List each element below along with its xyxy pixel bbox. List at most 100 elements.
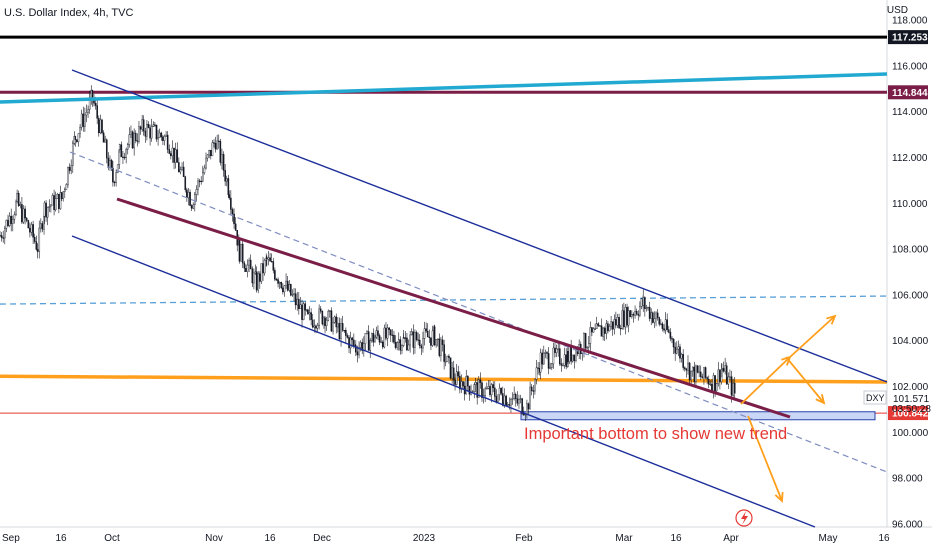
candle-body xyxy=(168,149,171,154)
candle-body xyxy=(249,259,252,270)
candle-body xyxy=(255,271,258,291)
candle xyxy=(380,336,382,344)
candle xyxy=(147,121,150,129)
candle-body xyxy=(128,134,131,145)
candle-body xyxy=(2,237,4,239)
candle xyxy=(448,354,450,364)
candle-body xyxy=(446,355,449,362)
candle-body xyxy=(80,113,83,128)
candle-body xyxy=(77,133,80,142)
price-tick-label: 108.000 xyxy=(892,245,929,256)
candle-body xyxy=(560,363,563,366)
candle xyxy=(30,221,33,236)
candle-body xyxy=(381,341,384,348)
candle-body xyxy=(313,325,316,328)
candle xyxy=(624,304,627,335)
candle xyxy=(358,341,360,359)
candle-body xyxy=(51,195,54,206)
candle-body xyxy=(346,335,349,338)
candle-body xyxy=(67,167,69,185)
candle xyxy=(302,301,305,321)
candle-body xyxy=(147,123,150,128)
candle xyxy=(701,373,704,379)
candle-body xyxy=(192,204,195,209)
candle-body xyxy=(202,172,204,182)
candle-body xyxy=(541,352,543,365)
price-badge-bg xyxy=(888,30,928,45)
candle-body xyxy=(725,365,728,385)
price-badges: 117.253 114.844 100.842 xyxy=(888,30,929,421)
candle xyxy=(677,340,680,357)
price-badge: 114.844 xyxy=(888,85,928,100)
candle-body xyxy=(635,311,638,315)
candle-body xyxy=(565,354,567,367)
time-tick-label: Apr xyxy=(723,533,739,544)
candle-body xyxy=(234,223,237,231)
candle xyxy=(133,128,135,156)
candle-body xyxy=(476,382,478,398)
time-tick-label: 16 xyxy=(878,533,890,544)
candle-body xyxy=(241,243,244,264)
candle xyxy=(717,362,720,387)
candle-body xyxy=(45,202,47,218)
candle xyxy=(669,328,672,342)
candle-body xyxy=(293,293,295,295)
candle xyxy=(282,283,284,295)
candle xyxy=(497,394,499,403)
candle xyxy=(375,326,378,340)
candle xyxy=(112,161,114,187)
candle xyxy=(74,135,77,147)
candle xyxy=(67,166,69,188)
candle-body xyxy=(717,369,720,385)
candle-body xyxy=(546,352,548,354)
candle xyxy=(198,178,201,188)
candle-body xyxy=(366,331,368,334)
candle-body xyxy=(267,257,270,260)
candle-body xyxy=(146,123,148,137)
candle-body xyxy=(526,403,528,415)
candle xyxy=(257,271,260,294)
candle xyxy=(706,376,708,385)
candle xyxy=(474,377,477,393)
candle-body xyxy=(162,136,164,141)
candle-body xyxy=(454,379,456,385)
candle-body xyxy=(25,217,28,221)
candle xyxy=(367,325,370,351)
candle-body xyxy=(361,342,364,351)
candle xyxy=(293,287,295,302)
candle xyxy=(542,345,545,365)
candle-body xyxy=(529,386,531,410)
candle xyxy=(412,324,415,355)
candle xyxy=(190,204,193,211)
candle xyxy=(631,310,633,319)
orange-support-line xyxy=(0,374,888,384)
candle xyxy=(170,151,172,160)
candle-body xyxy=(282,287,284,293)
candle-body xyxy=(228,194,231,199)
candle-body xyxy=(17,193,20,206)
candle-body xyxy=(709,383,712,386)
candle xyxy=(671,336,673,344)
lightning-icon[interactable] xyxy=(735,509,753,527)
candle-body xyxy=(112,168,114,183)
candle-body xyxy=(30,224,33,233)
candle-body xyxy=(329,310,331,312)
candle-body xyxy=(443,344,445,362)
candle xyxy=(724,357,726,375)
candle-body xyxy=(603,327,606,334)
candle xyxy=(248,257,250,273)
candle-body xyxy=(380,341,382,343)
candle xyxy=(216,134,218,150)
candle xyxy=(266,255,268,266)
candle-body xyxy=(599,325,601,327)
candle-body xyxy=(555,348,558,353)
candle xyxy=(463,381,466,401)
candle xyxy=(35,235,38,251)
candle xyxy=(77,133,80,147)
candle-body xyxy=(348,337,350,349)
candle xyxy=(626,303,628,328)
candle-body xyxy=(205,157,207,169)
candle-body xyxy=(142,119,145,132)
